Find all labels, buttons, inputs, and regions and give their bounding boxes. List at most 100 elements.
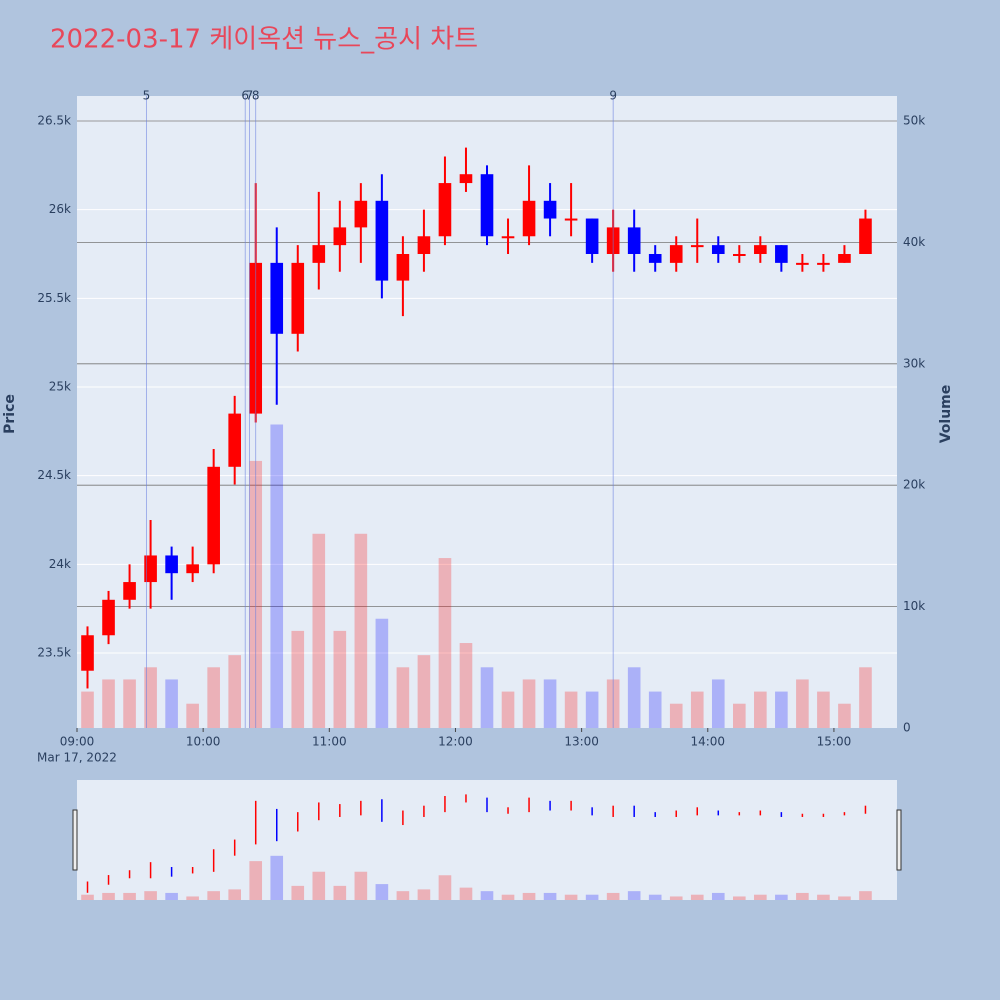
mini-volume-bar — [859, 891, 872, 900]
candle-body — [859, 218, 872, 254]
x-date-label: Mar 17, 2022 — [37, 751, 117, 765]
x-tick-label: 13:00 — [564, 735, 599, 749]
candle-body — [733, 254, 746, 256]
volume-bar — [396, 667, 410, 728]
candle-body — [459, 174, 473, 184]
mini-volume-bar — [754, 894, 767, 900]
volume-bar — [81, 691, 94, 728]
mini-volume-bar — [564, 894, 578, 900]
y-axis-title: Price — [2, 394, 18, 434]
event-label: 9 — [609, 89, 617, 103]
volume-bar — [375, 618, 389, 728]
mini-volume-bar — [186, 896, 199, 900]
y-tick-label: 25k — [49, 379, 71, 393]
event-label: 8 — [252, 89, 260, 103]
event-label: 7 — [246, 89, 254, 103]
mini-volume-bar — [711, 892, 725, 900]
y-tick-label: 26.5k — [37, 114, 71, 128]
mini-volume-bar — [312, 871, 326, 900]
candle-body — [648, 254, 662, 263]
volume-bar — [754, 691, 767, 728]
volume-bar — [165, 679, 178, 728]
candle-body — [564, 218, 578, 221]
mini-volume-bar — [480, 891, 494, 900]
candle-body — [165, 555, 178, 574]
mini-volume-bar — [796, 892, 809, 900]
volume-bar — [669, 703, 683, 728]
volume-bar — [817, 691, 830, 728]
candle-body — [417, 236, 431, 254]
candle-body — [207, 466, 220, 565]
mini-volume-bar — [522, 892, 536, 900]
y-tick-label: 24k — [49, 557, 71, 571]
x-tick-label: 12:00 — [438, 735, 473, 749]
mini-volume-bar — [817, 894, 830, 900]
y2-tick-label: 0 — [903, 721, 911, 735]
candle-body — [144, 555, 157, 583]
volume-bar — [543, 679, 557, 728]
volume-bar — [123, 679, 136, 728]
x-tick-label: 10:00 — [186, 735, 221, 749]
mini-volume-bar — [417, 889, 431, 900]
volume-bar — [480, 667, 494, 728]
candle-body — [333, 227, 347, 246]
candle-body — [501, 236, 515, 239]
volume-bar — [648, 691, 662, 728]
volume-bar — [522, 679, 536, 728]
candle-body — [690, 245, 704, 248]
range-handle[interactable] — [72, 809, 78, 871]
volume-bar — [690, 691, 704, 728]
mini-volume-bar — [123, 892, 136, 900]
volume-bar — [501, 691, 515, 728]
volume-bar — [144, 667, 157, 728]
mini-volume-bar — [838, 896, 851, 900]
y2-tick-label: 40k — [903, 235, 925, 249]
volume-bar — [186, 703, 199, 728]
mini-volume-bar — [585, 894, 599, 900]
y-tick-label: 26k — [49, 202, 71, 216]
candle-body — [627, 227, 641, 254]
range-handle[interactable] — [896, 809, 902, 871]
y2-tick-label: 30k — [903, 356, 925, 370]
event-label: 6 — [241, 89, 249, 103]
candle-body — [354, 200, 368, 228]
volume-bar — [333, 630, 347, 728]
volume-bar — [102, 679, 115, 728]
mini-volume-bar — [606, 892, 620, 900]
candle-body — [585, 218, 599, 254]
volume-bar — [796, 679, 809, 728]
x-tick-label: 14:00 — [690, 735, 725, 749]
candle-body — [754, 245, 767, 254]
volume-bar — [270, 424, 284, 728]
candle-body — [817, 262, 830, 265]
mini-volume-bar — [669, 896, 683, 900]
candle-body — [81, 635, 94, 671]
mini-volume-bar — [459, 887, 473, 900]
volume-bar — [312, 533, 326, 728]
mini-volume-bar — [249, 861, 263, 900]
volume-bar — [459, 643, 473, 728]
chart-title: 2022-03-17 케이옥션 뉴스_공시 차트 — [50, 25, 478, 55]
volume-bar — [733, 703, 746, 728]
mini-volume-bar — [228, 889, 241, 900]
volume-bar — [438, 558, 452, 728]
volume-bar — [207, 667, 220, 728]
y-tick-label: 25.5k — [37, 291, 71, 305]
mini-volume-bar — [270, 855, 284, 900]
candle-body — [186, 564, 199, 574]
candle-body — [102, 599, 115, 636]
candle-body — [396, 254, 410, 281]
mini-volume-bar — [333, 885, 347, 900]
mini-volume-bar — [543, 892, 557, 900]
candle-body — [270, 262, 284, 334]
mini-volume-bar — [144, 891, 157, 900]
candle-body — [711, 245, 725, 254]
candle-body — [480, 174, 494, 237]
y-tick-label: 23.5k — [37, 645, 71, 659]
candle-body — [522, 200, 536, 237]
mini-volume-bar — [690, 894, 704, 900]
candle-body — [543, 200, 557, 219]
y2-tick-label: 20k — [903, 478, 925, 492]
candle-body — [123, 582, 136, 600]
